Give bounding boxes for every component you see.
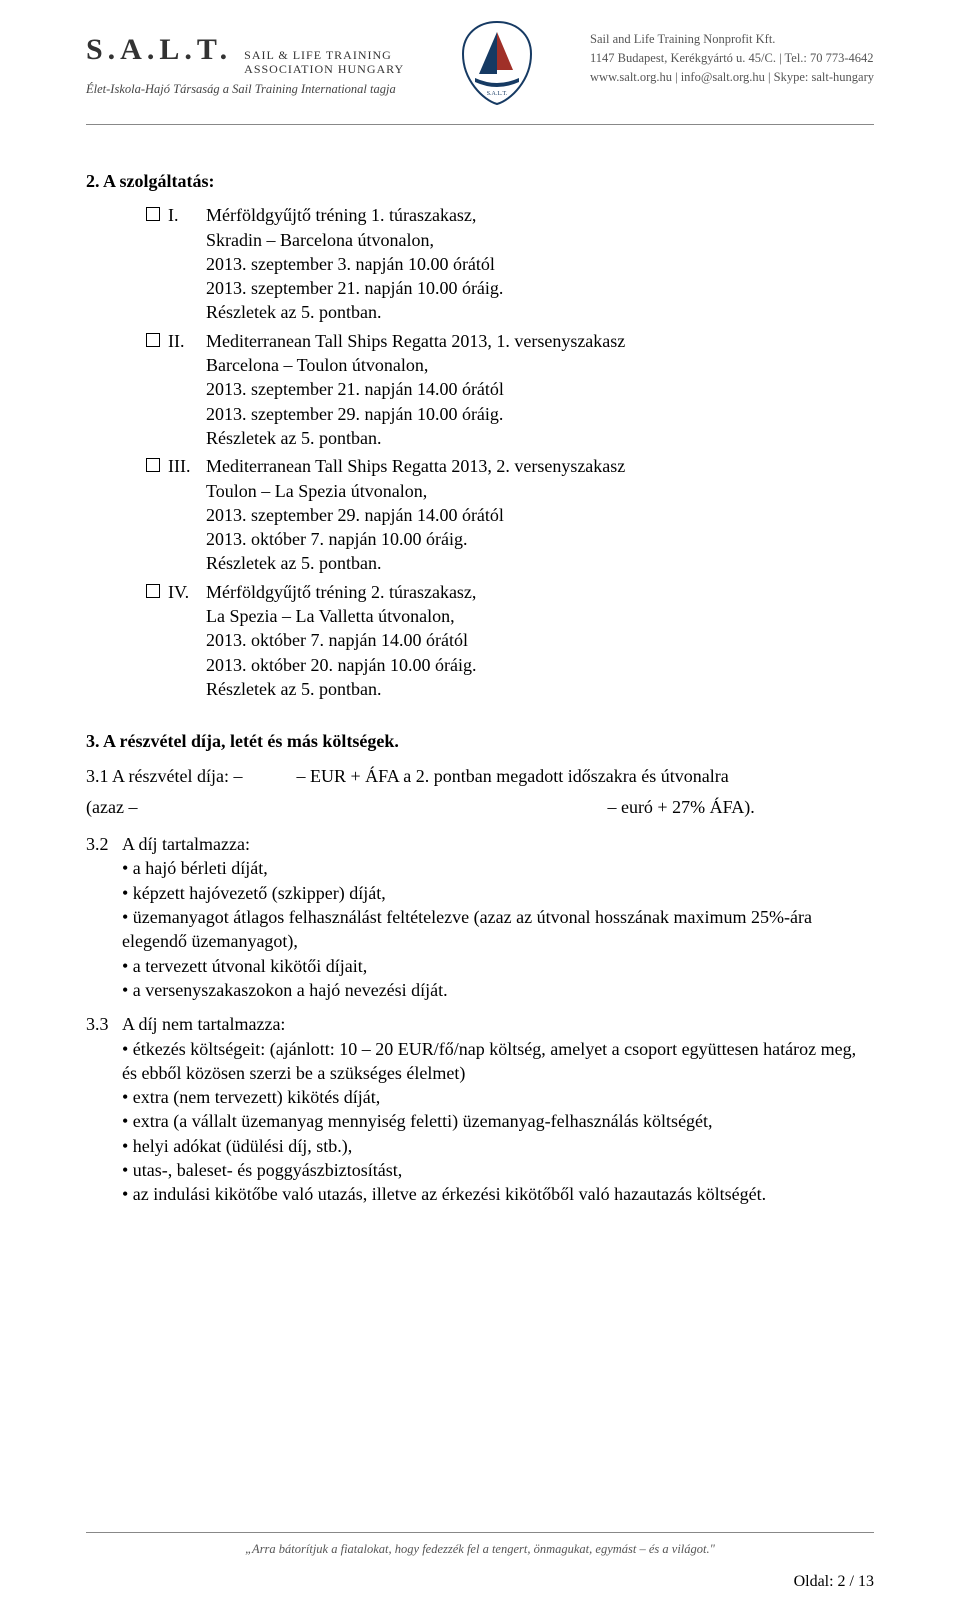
clause-3-3: 3.3 A díj nem tartalmazza: • étkezés köl… [86,1012,874,1206]
p31-mid: – EUR + ÁFA a 2. pontban megadott idősza… [296,766,728,786]
clause-body: A díj nem tartalmazza: • étkezés költség… [122,1012,874,1206]
checkbox-icon[interactable] [146,333,160,347]
clause-3-1: 3.1 A részvétel díja: – – EUR + ÁFA a 2.… [86,764,874,821]
list-item: • étkezés költségeit: (ajánlott: 10 – 20… [122,1037,874,1086]
line: Mérföldgyűjtő tréning 1. túraszakasz, [206,203,874,227]
list-item: • extra (a vállalt üzemanyag mennyiség f… [122,1109,874,1133]
list-item: • üzemanyagot átlagos felhasználást felt… [122,905,874,954]
checkbox-icon[interactable] [146,207,160,221]
list-item: • képzett hajóvezető (szkipper) díját, [122,881,874,905]
clause-number: 3.2 [86,832,122,1002]
brand-tag-line1: SAIL & LIFE TRAINING [244,48,392,62]
line: Részletek az 5. pontban. [206,677,874,701]
line: Mediterranean Tall Ships Regatta 2013, 1… [206,329,874,353]
list-item: • extra (nem tervezett) kikötés díját, [122,1085,874,1109]
options-list: I. Mérföldgyűjtő tréning 1. túraszakasz,… [146,203,874,701]
line: 2013. október 20. napján 10.00 óráig. [206,653,874,677]
contact-line2: 1147 Budapest, Kerékgyártó u. 45/C. | Te… [590,49,874,68]
brand-name: S.A.L.T. [86,30,232,71]
option-iv: IV. Mérföldgyűjtő tréning 2. túraszakasz… [146,580,874,701]
logo-block: S.A.L.T. [461,20,533,106]
option-i: I. Mérföldgyűjtő tréning 1. túraszakasz,… [146,203,874,324]
line: Részletek az 5. pontban. [206,426,874,450]
line: 2013. szeptember 29. napján 10.00 óráig. [206,402,874,426]
option-number: IV. [168,580,189,604]
checkbox-icon[interactable] [146,458,160,472]
line: Barcelona – Toulon útvonalon, [206,353,874,377]
option-number: III. [168,454,190,478]
list-item: • a hajó bérleti díját, [122,856,874,880]
line: Részletek az 5. pontban. [206,300,874,324]
line: Részletek az 5. pontban. [206,551,874,575]
page-container: S.A.L.T. SAIL & LIFE TRAINING ASSOCIATIO… [0,0,960,1623]
svg-text:S.A.L.T.: S.A.L.T. [487,91,508,97]
brand-subline: Élet-Iskola-Hajó Társaság a Sail Trainin… [86,81,404,98]
clause-intro: A díj tartalmazza: [122,832,874,856]
letterhead: S.A.L.T. SAIL & LIFE TRAINING ASSOCIATIO… [86,30,874,125]
clause-number: 3.3 [86,1012,122,1206]
list-item: • a tervezett útvonal kikötői díjait, [122,954,874,978]
option-body: Mérföldgyűjtő tréning 2. túraszakasz, La… [206,580,874,701]
line: 2013. szeptember 3. napján 10.00 órától [206,252,874,276]
line: 2013. szeptember 29. napján 14.00 órától [206,503,874,527]
brand-block: S.A.L.T. SAIL & LIFE TRAINING ASSOCIATIO… [86,30,404,97]
contact-block: Sail and Life Training Nonprofit Kft. 11… [590,30,874,86]
option-body: Mediterranean Tall Ships Regatta 2013, 1… [206,329,874,450]
list-item: • az indulási kikötőbe való utazás, ille… [122,1182,874,1206]
line: 2013. szeptember 21. napján 14.00 órától [206,377,874,401]
footer-quote: „Arra bátorítjuk a fiatalokat, hogy fede… [86,1532,874,1558]
list-item: • helyi adókat (üdülési díj, stb.), [122,1134,874,1158]
checkbox-icon[interactable] [146,584,160,598]
line: Toulon – La Spezia útvonalon, [206,479,874,503]
p31-prefix: 3.1 A részvétel díja: – [86,766,242,786]
option-ii: II. Mediterranean Tall Ships Regatta 201… [146,329,874,450]
brand-tagline: SAIL & LIFE TRAINING ASSOCIATION HUNGARY [244,49,404,77]
clause-3-1-line1: 3.1 A részvétel díja: – – EUR + ÁFA a 2.… [86,764,874,789]
line: Skradin – Barcelona útvonalon, [206,228,874,252]
list-item: • a versenyszakaszokon a hajó nevezési d… [122,978,874,1002]
salt-logo-icon: S.A.L.T. [461,20,533,106]
option-number: I. [168,203,179,227]
page-number: Oldal: 2 / 13 [86,1571,874,1593]
footer: „Arra bátorítjuk a fiatalokat, hogy fede… [86,1532,874,1593]
line: Mediterranean Tall Ships Regatta 2013, 2… [206,454,874,478]
contact-line1: Sail and Life Training Nonprofit Kft. [590,30,874,49]
line: 2013. szeptember 21. napján 10.00 óráig. [206,276,874,300]
p31-azaz-suffix: – euró + 27% ÁFA). [607,797,754,817]
clause-3-2: 3.2 A díj tartalmazza: • a hajó bérleti … [86,832,874,1002]
option-number: II. [168,329,185,353]
section-3-title: 3. A részvétel díja, letét és más költsé… [86,729,874,753]
contact-line3: www.salt.org.hu | info@salt.org.hu | Sky… [590,68,874,87]
brand-tag-line2: ASSOCIATION HUNGARY [244,62,404,76]
clause-3-1-line2: (azaz – – euró + 27% ÁFA). [86,795,874,820]
line: La Spezia – La Valletta útvonalon, [206,604,874,628]
option-iii: III. Mediterranean Tall Ships Regatta 20… [146,454,874,575]
line: 2013. október 7. napján 14.00 órától [206,628,874,652]
list-item: • utas-, baleset- és poggyászbiztosítást… [122,1158,874,1182]
p31-azaz-prefix: (azaz – [86,797,137,817]
line: 2013. október 7. napján 10.00 óráig. [206,527,874,551]
clause-body: A díj tartalmazza: • a hajó bérleti díjá… [122,832,874,1002]
clause-intro: A díj nem tartalmazza: [122,1012,874,1036]
option-body: Mediterranean Tall Ships Regatta 2013, 2… [206,454,874,575]
section-2-title: 2. A szolgáltatás: [86,169,874,193]
line: Mérföldgyűjtő tréning 2. túraszakasz, [206,580,874,604]
option-body: Mérföldgyűjtő tréning 1. túraszakasz, Sk… [206,203,874,324]
